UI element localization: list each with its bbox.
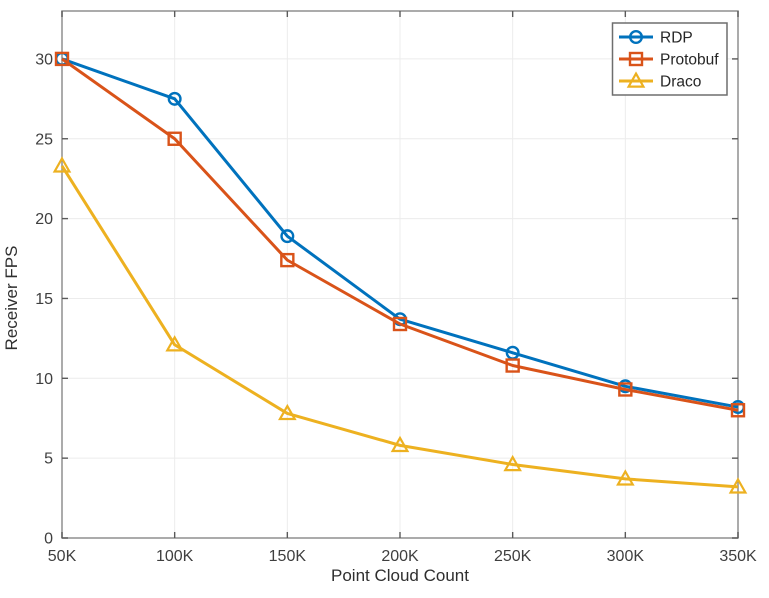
x-tick-label: 50K: [48, 548, 77, 565]
marker-square-icon: [730, 403, 746, 418]
marker-square-icon: [280, 252, 295, 268]
marker-circle-icon: [280, 229, 295, 244]
series-line: [61, 57, 739, 409]
marker-square-icon: [54, 51, 70, 67]
marker-triangle-icon: [616, 469, 635, 486]
marker-square-icon: [505, 358, 520, 373]
marker-triangle-icon: [278, 403, 297, 421]
marker-square-icon: [167, 131, 182, 146]
y-tick-label: 10: [35, 371, 53, 388]
legend-item-label: RDP: [660, 30, 693, 47]
x-tick-label: 250K: [494, 548, 532, 565]
marker-circle-icon: [629, 30, 644, 45]
y-tick-label: 20: [35, 211, 53, 228]
tick-labels: 50K 100K 150K 200K 250K 300K 350K 0 5 10 15 20 25 30: [35, 51, 757, 565]
marker-triangle-icon: [728, 477, 748, 494]
y-tick-label: 0: [44, 531, 53, 548]
marker-square-icon: [392, 316, 408, 332]
series-draco: [52, 156, 748, 494]
y-tick-label: 30: [35, 51, 53, 68]
y-tick-label: 5: [44, 451, 53, 468]
marker-circle-icon: [167, 91, 182, 106]
x-tick-label: 200K: [381, 548, 419, 565]
x-tick-label: 150K: [269, 548, 307, 565]
legend-item-rdp: RDP: [619, 30, 693, 47]
legend-item-label: Draco: [660, 74, 701, 91]
y-axis-title: Receiver FPS: [2, 246, 21, 351]
y-tick-label: 25: [35, 131, 53, 148]
x-tick-label: 300K: [607, 548, 645, 565]
grid: [62, 11, 738, 538]
x-tick-label: 100K: [156, 548, 194, 565]
marker-triangle-icon: [165, 335, 184, 352]
legend-item-draco: Draco: [619, 71, 701, 91]
y-tick-label: 15: [35, 291, 53, 308]
series: [52, 51, 748, 494]
legend: RDP Protobuf Draco: [611, 22, 728, 96]
x-tick-label: 350K: [719, 548, 757, 565]
legend-item-label: Protobuf: [660, 52, 719, 69]
marker-square-icon: [628, 51, 644, 67]
series-protobuf: [54, 51, 746, 418]
series-line: [61, 57, 739, 412]
marker-triangle-icon: [52, 156, 72, 173]
series-line: [60, 165, 739, 489]
marker-triangle-icon: [503, 454, 522, 472]
marker-triangle-icon: [626, 71, 646, 88]
x-axis-title: Point Cloud Count: [331, 566, 469, 585]
legend-item-protobuf: Protobuf: [619, 52, 719, 69]
marker-square-icon: [618, 382, 633, 397]
marker-triangle-icon: [390, 435, 410, 453]
